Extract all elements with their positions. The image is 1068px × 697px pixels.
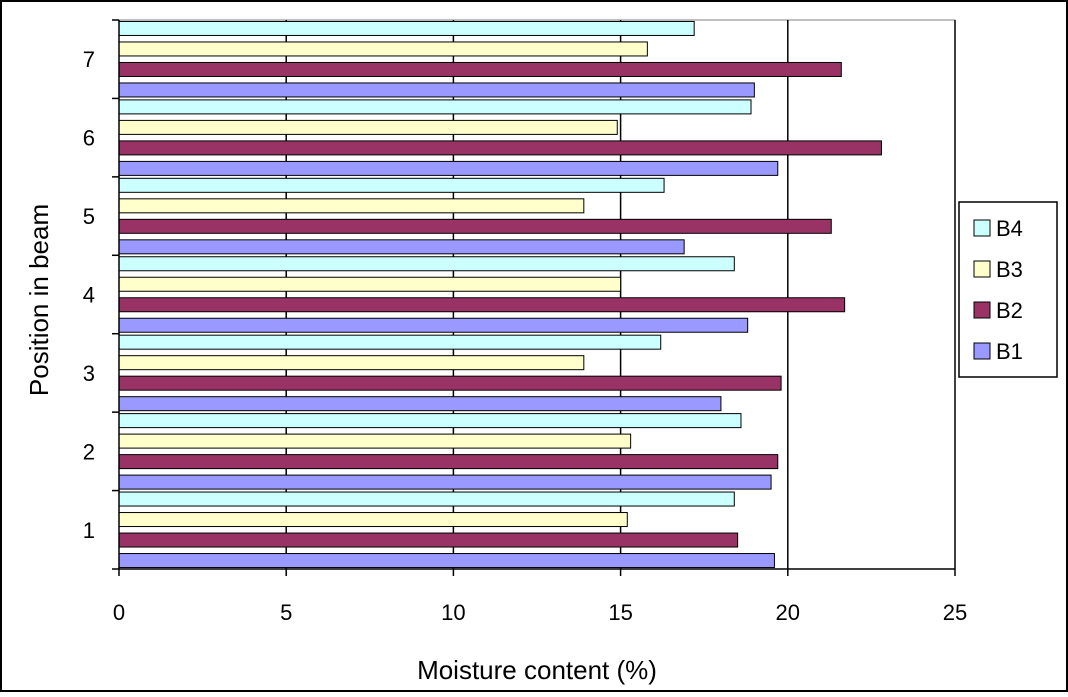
bar-B3-pos-7 [118, 41, 648, 57]
x-tick-label-25: 25 [943, 600, 967, 625]
legend-label-B4: B4 [996, 216, 1023, 241]
y-tick-label-7: 7 [83, 47, 95, 72]
x-tick-label-5: 5 [280, 600, 292, 625]
bar-B3-pos-5 [118, 198, 585, 214]
bar-B2-pos-6 [118, 140, 882, 156]
bar-B3-pos-1 [118, 512, 628, 528]
bar-B3-pos-4 [118, 276, 622, 292]
bar-B1-pos-2 [118, 474, 772, 490]
bar-B4-pos-5 [118, 177, 665, 193]
x-tick-labels: 0 5 10 15 20 25 [113, 600, 967, 625]
legend-swatch-B4 [973, 219, 991, 237]
y-tick-label-5: 5 [83, 204, 95, 229]
x-tick-label-15: 15 [608, 600, 632, 625]
bar-B4-pos-3 [118, 334, 662, 350]
bar-B1-pos-7 [118, 82, 755, 98]
y-tick-label-2: 2 [83, 439, 95, 464]
legend-items: B4 B3 B2 B1 [973, 216, 1023, 364]
bar-B4-pos-6 [118, 99, 752, 115]
bar-B4-pos-7 [118, 20, 695, 36]
bar-B1-pos-6 [118, 160, 779, 176]
legend-label-B1: B1 [996, 339, 1023, 364]
y-tick-label-4: 4 [83, 283, 95, 308]
x-tick-label-20: 20 [776, 600, 800, 625]
y-tick-label-6: 6 [83, 126, 95, 151]
x-tick-label-10: 10 [441, 600, 465, 625]
legend-label-B2: B2 [996, 298, 1023, 323]
bar-B2-pos-2 [118, 454, 779, 470]
y-tick-labels: 1 2 3 4 5 6 7 [83, 47, 95, 543]
legend-swatch-B3 [973, 260, 991, 278]
bar-B2-pos-3 [118, 375, 782, 391]
bar-B3-pos-2 [118, 433, 632, 449]
bar-B4-pos-4 [118, 256, 735, 272]
x-axis-title: Moisture content (%) [417, 655, 657, 685]
bar-B3-pos-3 [118, 355, 585, 371]
bar-B2-pos-7 [118, 61, 842, 77]
bar-B1-pos-3 [118, 396, 722, 412]
legend-label-B3: B3 [996, 257, 1023, 282]
bars [118, 20, 882, 569]
y-axis-title: Position in beam [24, 204, 54, 396]
axes [112, 19, 956, 576]
bar-B4-pos-2 [118, 413, 742, 429]
y-tick-label-3: 3 [83, 361, 95, 386]
x-tick-label-0: 0 [113, 600, 125, 625]
bar-B3-pos-6 [118, 119, 618, 135]
bar-B1-pos-1 [118, 553, 775, 569]
bar-B1-pos-5 [118, 239, 685, 255]
bar-B1-pos-4 [118, 317, 749, 333]
legend: B4 B3 B2 B1 [958, 201, 1058, 378]
bar-B2-pos-1 [118, 532, 739, 548]
bar-B4-pos-1 [118, 491, 735, 507]
legend-swatch-B1 [973, 342, 991, 360]
bar-B2-pos-5 [118, 218, 832, 234]
bar-B2-pos-4 [118, 297, 846, 313]
legend-swatch-B2 [973, 301, 991, 319]
y-tick-label-1: 1 [83, 518, 95, 543]
